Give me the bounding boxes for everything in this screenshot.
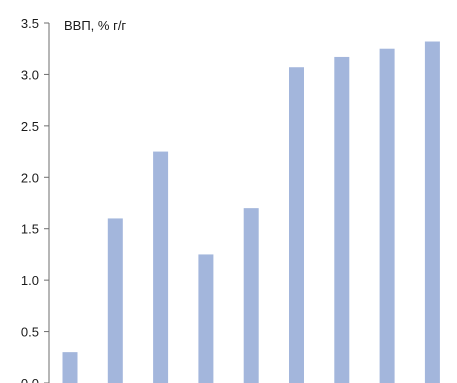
y-axis: 0.0 0.5 1.0 1.5 2.0 2.5 3.0 3.5: [21, 16, 50, 383]
y-tick-label: 1.0: [21, 273, 39, 288]
y-tick-label: 1.5: [21, 222, 39, 237]
bar: [289, 67, 304, 383]
bar: [243, 208, 259, 383]
y-tick-label: 0.0: [21, 376, 39, 383]
y-tick-label: 0.5: [21, 325, 39, 340]
bar: [424, 41, 440, 383]
bar: [379, 48, 395, 383]
y-tick-label: 3.5: [21, 16, 39, 31]
bar: [107, 218, 123, 383]
bar: [153, 151, 169, 383]
y-tick-label: 2.5: [21, 119, 39, 134]
chart-title: ВВП, % г/г: [64, 18, 126, 33]
y-tick-label: 3.0: [21, 67, 39, 82]
bar: [62, 352, 78, 383]
y-tick-label: 2.0: [21, 170, 39, 185]
bar: [198, 254, 214, 383]
bars: [62, 41, 440, 383]
bar: [334, 56, 350, 383]
